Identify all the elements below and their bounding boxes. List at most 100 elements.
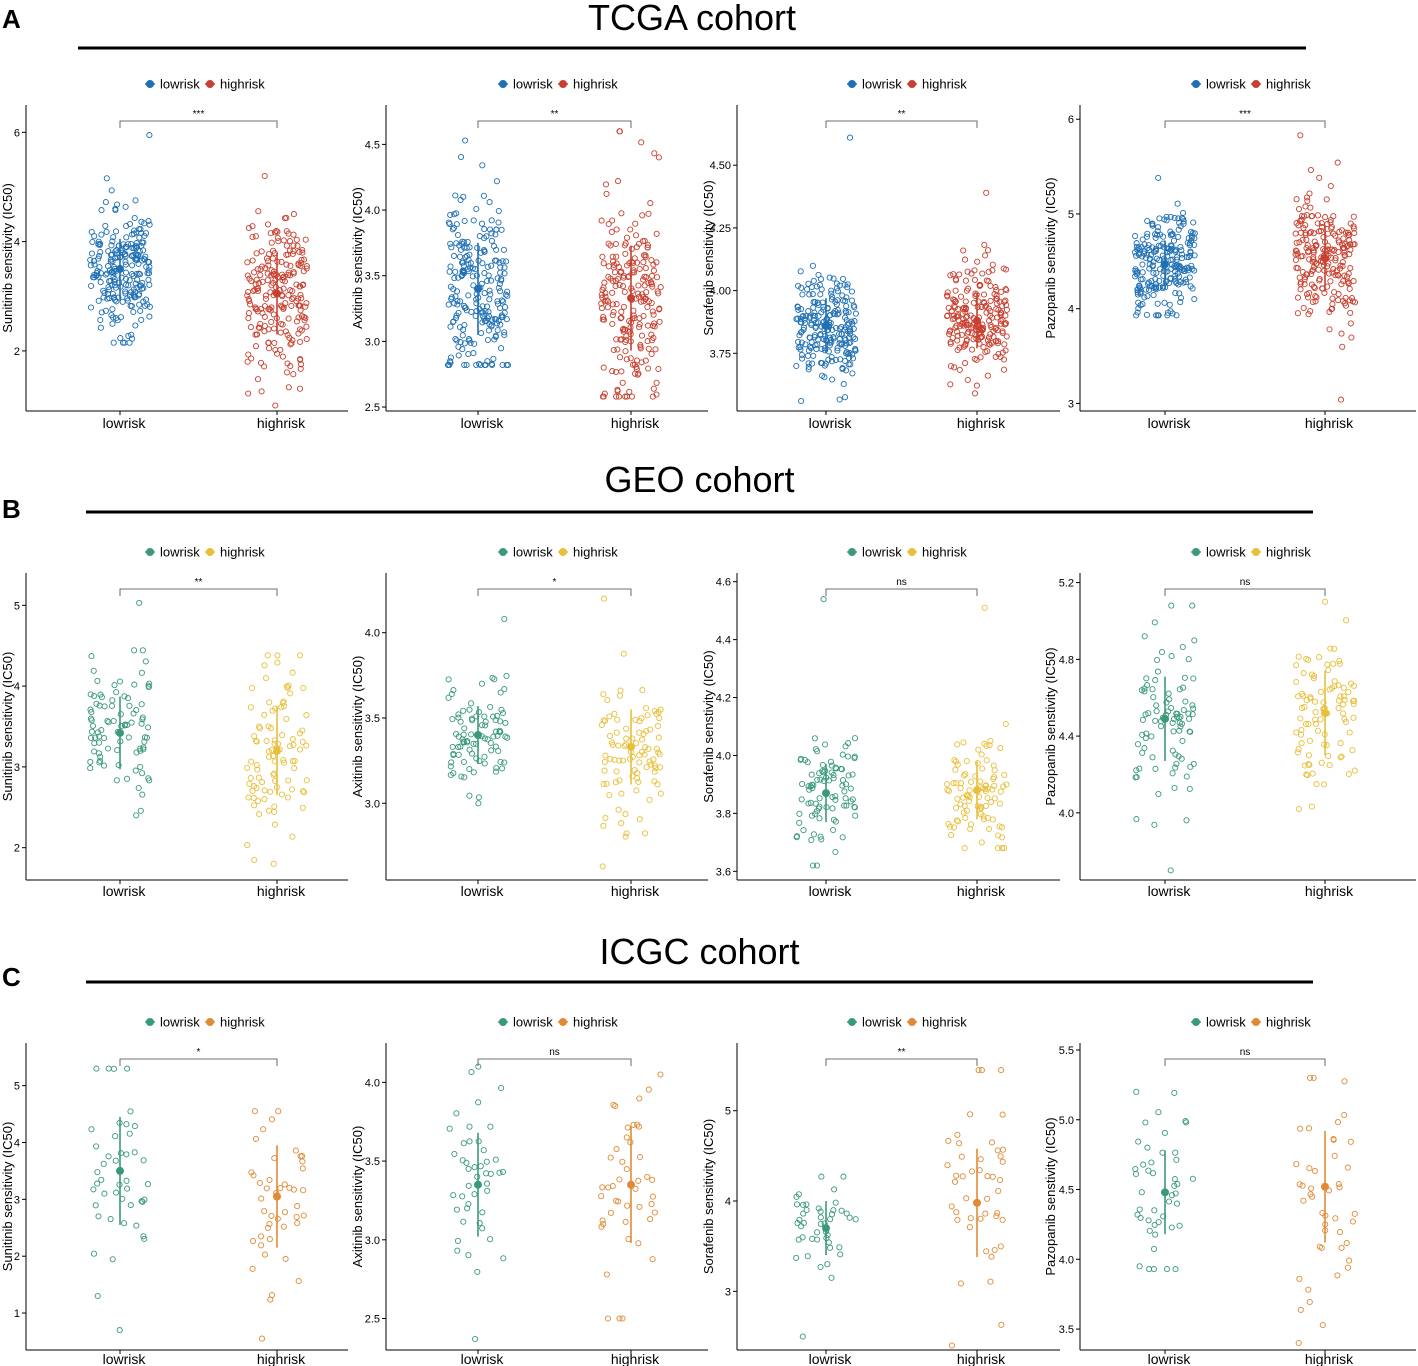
data-point <box>954 795 961 802</box>
legend: lowrisk highrisk <box>145 1015 265 1030</box>
data-point <box>256 723 263 730</box>
data-point <box>109 258 116 265</box>
data-point <box>1336 660 1343 667</box>
data-point <box>280 1223 287 1230</box>
data-point <box>1153 312 1160 319</box>
data-point <box>834 345 841 352</box>
x-tick-label-highrisk: highrisk <box>1305 883 1354 899</box>
mean-point-lowrisk <box>116 264 124 273</box>
data-point <box>622 348 629 355</box>
data-point <box>247 774 254 782</box>
data-point <box>622 240 629 247</box>
data-point <box>984 372 991 379</box>
data-point <box>816 770 823 777</box>
data-point <box>466 746 473 753</box>
data-point <box>640 294 647 301</box>
data-point <box>476 1220 483 1227</box>
y-tick-label: 2 <box>14 1251 20 1263</box>
data-point <box>137 763 144 770</box>
data-point <box>845 320 852 327</box>
data-point <box>817 1214 824 1221</box>
data-point <box>1191 252 1198 259</box>
data-point <box>127 289 135 296</box>
data-point <box>487 1170 494 1177</box>
data-point <box>123 244 130 251</box>
data-point <box>1144 230 1151 237</box>
data-point <box>266 1176 273 1183</box>
data-point <box>145 218 152 225</box>
data-point <box>140 255 147 262</box>
mean-point-lowrisk <box>474 731 482 740</box>
data-point <box>245 310 252 317</box>
data-point <box>964 376 971 383</box>
legend-label-lowrisk: lowrisk <box>513 545 553 560</box>
data-point <box>600 393 607 400</box>
data-point <box>955 818 962 825</box>
data-point <box>1153 284 1160 291</box>
legend-label-highrisk: highrisk <box>1266 1015 1311 1030</box>
data-point <box>1331 683 1338 690</box>
data-point <box>1343 617 1350 624</box>
y-tick-label: 4.4 <box>716 635 731 647</box>
data-point <box>1171 214 1178 221</box>
data-point <box>471 1191 478 1198</box>
data-point <box>1335 272 1342 279</box>
data-point <box>1314 212 1322 219</box>
data-point <box>618 790 625 797</box>
legend-label-lowrisk: lowrisk <box>862 77 902 92</box>
x-tick-label-lowrisk: lowrisk <box>461 1351 505 1366</box>
x-tick-label-highrisk: highrisk <box>957 415 1006 431</box>
data-point <box>798 306 805 313</box>
data-point <box>618 368 625 375</box>
data-point <box>1317 688 1324 695</box>
data-point <box>495 284 502 292</box>
data-point <box>122 281 130 288</box>
data-point <box>498 226 505 233</box>
data-point <box>87 262 94 269</box>
data-point <box>258 1335 266 1342</box>
data-point <box>849 771 856 778</box>
data-point <box>653 230 660 237</box>
panel-letter: C <box>2 962 21 992</box>
data-point <box>644 322 651 329</box>
data-point <box>130 308 137 316</box>
data-point <box>1002 720 1009 728</box>
x-tick-label-highrisk: highrisk <box>957 883 1006 899</box>
mean-point-highrisk <box>973 786 981 795</box>
data-point <box>827 1216 834 1223</box>
data-point <box>612 240 619 248</box>
data-point <box>465 1165 472 1172</box>
data-point <box>601 767 608 774</box>
data-point <box>1303 244 1310 252</box>
data-point <box>488 322 495 329</box>
data-point <box>466 706 473 713</box>
data-point <box>473 300 480 307</box>
data-point <box>1143 233 1150 240</box>
data-point <box>987 1278 994 1285</box>
data-point <box>1306 1298 1313 1306</box>
data-point <box>815 1205 822 1212</box>
data-point <box>818 836 825 843</box>
data-point <box>649 1256 656 1263</box>
data-point <box>1298 213 1306 220</box>
data-point <box>268 304 275 311</box>
data-point <box>287 341 294 348</box>
data-point <box>639 238 647 245</box>
data-point <box>281 215 289 222</box>
significance-label: ** <box>898 1047 906 1058</box>
data-point <box>630 1121 637 1128</box>
data-point <box>268 318 275 326</box>
data-point <box>1297 253 1305 260</box>
data-point <box>795 1236 802 1243</box>
data-point <box>794 315 801 322</box>
data-point <box>1345 279 1352 286</box>
data-point <box>113 689 120 696</box>
data-point <box>268 1212 275 1219</box>
data-point <box>280 698 287 705</box>
data-point <box>140 1233 147 1240</box>
data-point <box>644 244 651 251</box>
data-point <box>112 228 120 235</box>
data-point <box>851 755 858 762</box>
data-point <box>991 291 998 298</box>
data-point <box>274 228 281 235</box>
